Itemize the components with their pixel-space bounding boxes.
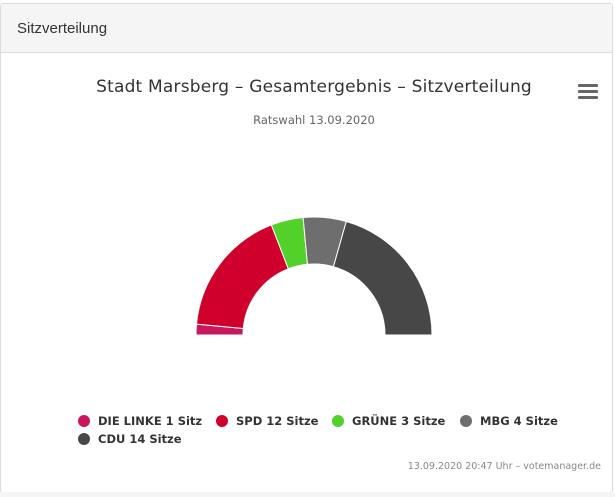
slice-spd[interactable] — [195, 224, 289, 329]
legend-item-grüne[interactable]: GRÜNE 3 Sitze — [332, 414, 445, 428]
legend-marker — [216, 415, 228, 427]
panel-heading: Sitzverteilung — [1, 4, 612, 53]
hamburger-menu-icon-line — [578, 96, 598, 99]
hamburger-menu-icon-line — [578, 90, 598, 93]
legend-marker — [78, 415, 90, 427]
legend-label: MBG 4 Sitze — [480, 414, 558, 428]
chart-menu-button[interactable] — [578, 84, 598, 102]
legend-item-die-linke[interactable]: DIE LINKE 1 Sitz — [78, 414, 202, 428]
results-panel: Sitzverteilung — [0, 3, 613, 493]
legend-marker — [332, 415, 344, 427]
legend-item-mbg[interactable]: MBG 4 Sitze — [460, 414, 558, 428]
slice-cdu[interactable] — [332, 220, 433, 336]
hamburger-menu-icon — [578, 84, 598, 87]
legend-label: CDU 14 Sitze — [98, 432, 182, 446]
legend-marker — [78, 433, 90, 445]
chart-title: Stadt Marsberg – Gesamtergebnis – Sitzve… — [96, 77, 532, 97]
chart-credits[interactable]: 13.09.2020 20:47 Uhr – votemanager.de — [407, 461, 601, 472]
legend-marker — [460, 415, 472, 427]
legend-item-cdu[interactable]: CDU 14 Sitze — [78, 432, 182, 446]
legend-label: GRÜNE 3 Sitze — [352, 414, 446, 428]
legend-label: SPD 12 Sitze — [236, 414, 319, 428]
panel-bottom-edge — [0, 492, 615, 497]
legend-item-spd[interactable]: SPD 12 Sitze — [216, 414, 318, 428]
chart-subtitle: Ratswahl 13.09.2020 — [253, 113, 375, 127]
legend-label: DIE LINKE 1 Sitz — [98, 414, 203, 428]
